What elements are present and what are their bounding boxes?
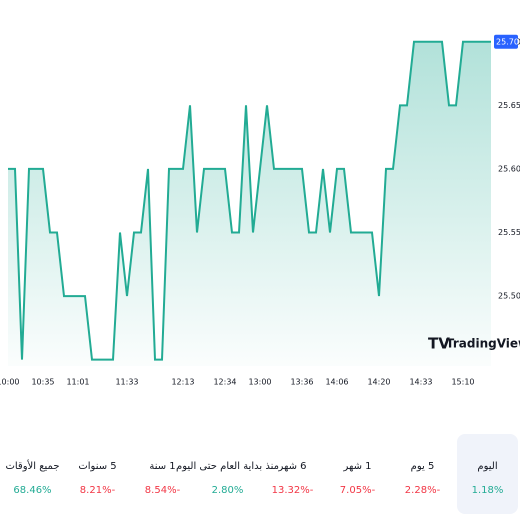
x-tick-label: 13:36 (290, 378, 313, 387)
last-price-label: 25.70 (496, 37, 519, 46)
period-change: 2.80% (212, 485, 244, 496)
x-tick-label: 11:01 (66, 378, 89, 387)
period-tab[interactable]: 5 سنوات 8.21%- (78, 461, 116, 496)
y-tick-label: 25.55 (498, 228, 520, 237)
area (8, 41, 491, 367)
period-tab[interactable]: 5 يوم 2.28%- (405, 461, 441, 496)
period-tab[interactable]: منذ بداية العام حتى اليوم 2.80% (176, 461, 279, 496)
logo-icon: 𝗧𝗩 (428, 335, 450, 353)
x-tick-label: 15:10 (451, 378, 474, 387)
x-tick-label: 14:33 (409, 378, 432, 387)
x-tick-label: 14:06 (325, 378, 348, 387)
period-change: 7.05%- (340, 485, 376, 496)
last-price-box (494, 34, 518, 49)
period-change: 2.28%- (405, 485, 441, 496)
period-tab[interactable]: جميع الأوقات 68.46% (5, 459, 59, 496)
brand: TradingView (446, 337, 520, 351)
period-label: 6 شهر (277, 461, 306, 472)
period-label: 1 سنة (149, 461, 175, 472)
period-change: 8.21%- (80, 485, 116, 496)
period-label: 5 يوم (411, 461, 435, 472)
period-label: منذ بداية العام حتى اليوم (176, 461, 279, 472)
period-change: 68.46% (13, 485, 51, 496)
period-change: 8.54%- (145, 485, 181, 496)
x-tick-label: 11:33 (115, 378, 138, 387)
period-tab[interactable]: 6 شهر 13.32%- (272, 461, 314, 496)
period-change: 13.32%- (272, 485, 314, 496)
x-tick-label: 12:13 (171, 378, 194, 387)
x-tick-label: 10:00 (0, 378, 20, 387)
y-tick-label: 25.50 (498, 292, 520, 301)
line (8, 40, 491, 361)
period-label: جميع الأوقات (5, 459, 59, 472)
x-tick-label: 10:35 (31, 378, 54, 387)
period-label: 5 سنوات (78, 461, 116, 472)
y-tick-label: 25.65 (498, 101, 520, 110)
logo: 𝗧𝗩 TradingView (428, 335, 520, 353)
selected-tab-bg (457, 434, 518, 514)
period-tab[interactable]: 1 شهر 7.05%- (340, 461, 376, 496)
x-tick-label: 14:20 (367, 378, 390, 387)
period-tab[interactable]: 1 سنة 8.54%- (145, 461, 181, 496)
y-tick-label: 25.60 (498, 164, 520, 173)
period-label: 1 شهر (342, 461, 371, 472)
x-tick-label: 13:00 (248, 378, 271, 387)
x-tick-label: 12:34 (213, 378, 236, 387)
period-label: اليوم (477, 461, 497, 472)
period-change: 1.18% (472, 485, 504, 496)
period-tab[interactable]: اليوم 1.18% (457, 434, 518, 514)
